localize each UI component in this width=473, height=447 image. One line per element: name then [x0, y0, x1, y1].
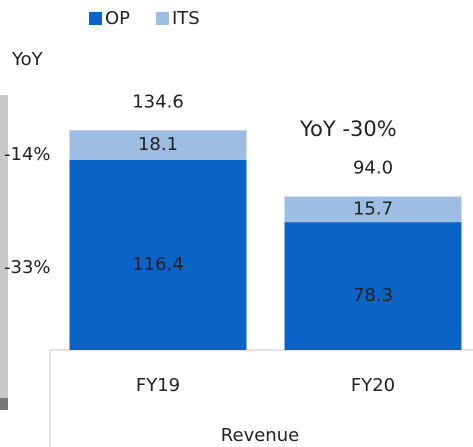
annotation: YoY — [11, 49, 44, 70]
bar-segment — [284, 222, 462, 350]
bar-segment — [69, 130, 247, 160]
side-band — [0, 95, 8, 410]
side-band-end — [0, 398, 8, 410]
data-label: 78.3 — [353, 285, 393, 306]
data-label: 116.4 — [132, 254, 184, 275]
bar-segment — [69, 159, 247, 350]
annotation: -33% — [4, 257, 51, 278]
annotation: YoY -30% — [299, 117, 397, 141]
total-label: 134.6 — [132, 91, 184, 112]
bar-segment — [284, 196, 462, 223]
x-axis-label: Revenue — [221, 425, 299, 446]
legend-label: OP — [105, 8, 130, 29]
annotation: -14% — [4, 144, 51, 165]
data-label: 18.1 — [138, 134, 178, 155]
x-tick-label: FY20 — [351, 375, 395, 396]
total-label: 94.0 — [353, 157, 393, 178]
x-tick-label: FY19 — [136, 375, 180, 396]
legend-label: ITS — [172, 8, 200, 29]
legend-swatch — [89, 12, 102, 25]
legend-swatch — [156, 12, 169, 25]
data-label: 15.7 — [353, 198, 393, 219]
